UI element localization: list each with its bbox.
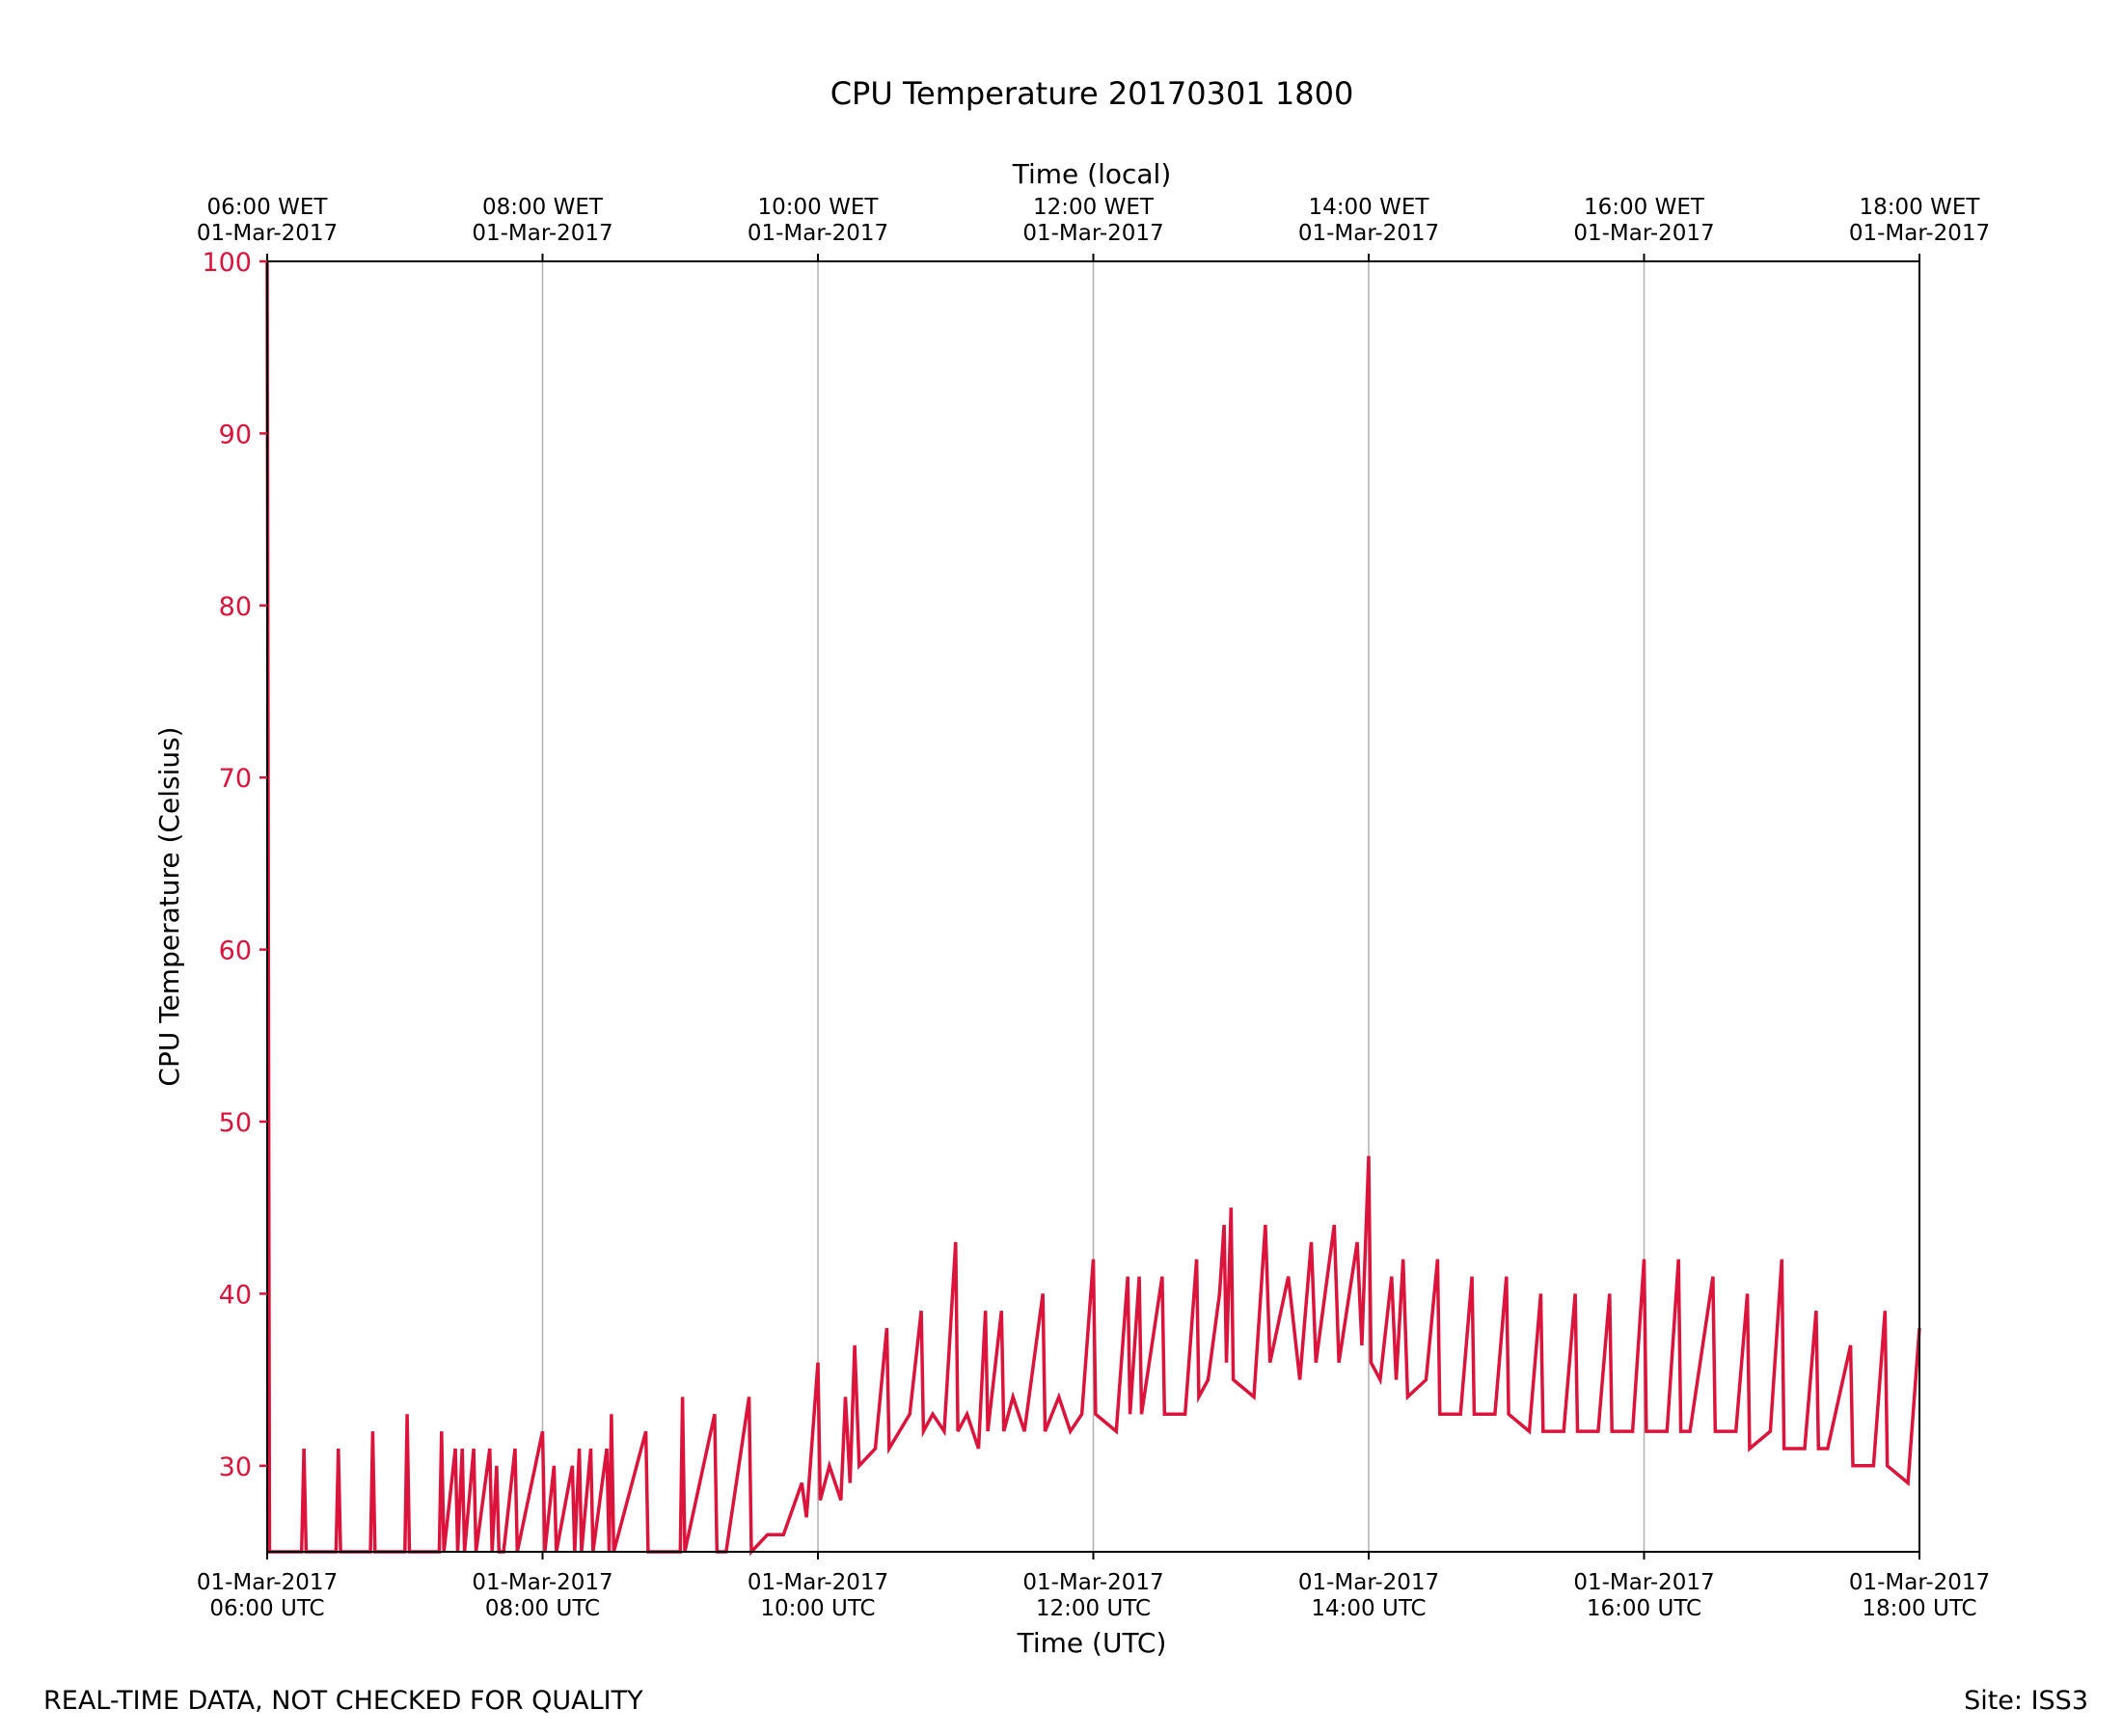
y-tick-label: 70 bbox=[219, 764, 252, 794]
x-tick-label: 01-Mar-2017 bbox=[1849, 1570, 1990, 1595]
x2-tick-label: 01-Mar-2017 bbox=[1298, 221, 1439, 246]
x-tick-label: 01-Mar-2017 bbox=[472, 1570, 612, 1595]
y-tick-label: 50 bbox=[219, 1108, 252, 1138]
x-tick-label: 01-Mar-2017 bbox=[197, 1570, 338, 1595]
x2-tick-label: 18:00 WET bbox=[1860, 195, 1981, 220]
series-layer bbox=[265, 260, 1921, 1557]
x2-tick-label: 01-Mar-2017 bbox=[1022, 221, 1163, 246]
x2-axis-label: Time (local) bbox=[1012, 158, 1172, 190]
x2-tick-label: 08:00 WET bbox=[482, 195, 604, 220]
x2-tick-label: 01-Mar-2017 bbox=[748, 221, 888, 246]
x2-tick-label: 16:00 WET bbox=[1584, 195, 1705, 220]
x2-tick-label: 01-Mar-2017 bbox=[197, 221, 338, 246]
footer-quality-note: REAL-TIME DATA, NOT CHECKED FOR QUALITY bbox=[43, 1686, 643, 1716]
x-tick-label: 10:00 UTC bbox=[760, 1596, 875, 1621]
y-tick-label: 60 bbox=[219, 936, 252, 966]
x2-tick-label: 06:00 WET bbox=[207, 195, 329, 220]
y-tick-label: 30 bbox=[219, 1452, 252, 1482]
x2-tick-label: 12:00 WET bbox=[1033, 195, 1155, 220]
footer-site: Site: ISS3 bbox=[1964, 1686, 2088, 1716]
x-tick-label: 01-Mar-2017 bbox=[1573, 1570, 1714, 1595]
x-tick-label: 01-Mar-2017 bbox=[1298, 1570, 1439, 1595]
x2-tick-label: 10:00 WET bbox=[758, 195, 880, 220]
chart-title: CPU Temperature 20170301 1800 bbox=[830, 75, 1354, 112]
x-tick-label: 08:00 UTC bbox=[485, 1596, 600, 1621]
x2-tick-label: 01-Mar-2017 bbox=[1573, 221, 1714, 246]
y-tick-label: 90 bbox=[219, 420, 252, 449]
y-tick-label: 100 bbox=[202, 248, 252, 278]
x-tick-label: 01-Mar-2017 bbox=[748, 1570, 888, 1595]
x-tick-label: 12:00 UTC bbox=[1036, 1596, 1151, 1621]
x2-tick-label: 01-Mar-2017 bbox=[1849, 221, 1990, 246]
x-axis-label: Time (UTC) bbox=[1017, 1627, 1167, 1659]
grid-lines bbox=[541, 261, 1646, 1552]
x-tick-label: 06:00 UTC bbox=[209, 1596, 324, 1621]
x2-tick-label: 01-Mar-2017 bbox=[472, 221, 612, 246]
x-tick-label: 01-Mar-2017 bbox=[1022, 1570, 1163, 1595]
x2-tick-label: 14:00 WET bbox=[1309, 195, 1430, 220]
y-axis-label: CPU Temperature (Celsius) bbox=[153, 726, 185, 1086]
x-tick-label: 16:00 UTC bbox=[1587, 1596, 1701, 1621]
x-tick-label: 14:00 UTC bbox=[1311, 1596, 1426, 1621]
x-tick-label: 18:00 UTC bbox=[1862, 1596, 1976, 1621]
y-tick-label: 40 bbox=[219, 1280, 252, 1310]
series-line bbox=[265, 260, 1921, 1557]
y-tick-label: 80 bbox=[219, 592, 252, 622]
